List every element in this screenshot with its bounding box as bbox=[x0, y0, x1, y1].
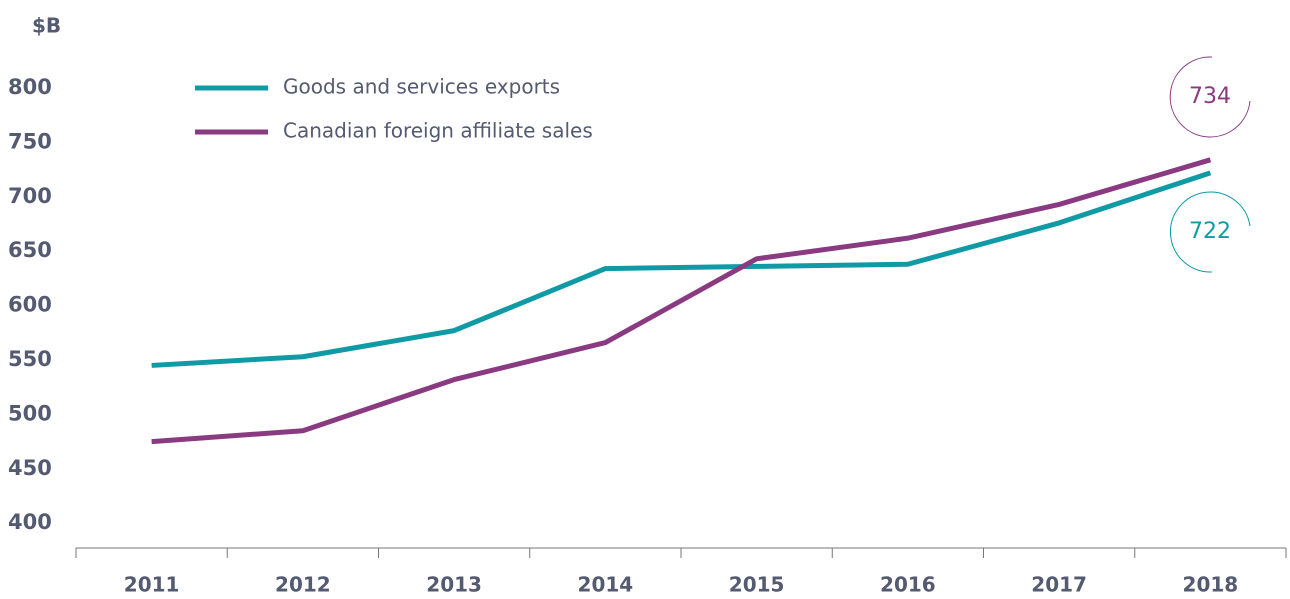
y-tick-label: 550 bbox=[8, 347, 52, 371]
series-line bbox=[151, 157, 1212, 445]
y-tick-label: 750 bbox=[8, 129, 52, 153]
y-axis-label: $B bbox=[32, 14, 61, 38]
x-tick-label: 2017 bbox=[1031, 573, 1087, 597]
y-tick-label: 800 bbox=[8, 75, 52, 99]
y-tick-label: 650 bbox=[8, 238, 52, 262]
legend-label: Canadian foreign affiliate sales bbox=[283, 119, 593, 143]
y-tick-label: 400 bbox=[8, 510, 52, 534]
x-tick-label: 2015 bbox=[729, 573, 785, 597]
y-tick-label: 700 bbox=[8, 184, 52, 208]
label-arc bbox=[1169, 191, 1251, 273]
x-tick-label: 2014 bbox=[578, 573, 634, 597]
x-tick-label: 2013 bbox=[426, 573, 482, 597]
y-tick-label: 450 bbox=[8, 456, 52, 480]
x-tick-label: 2012 bbox=[275, 573, 331, 597]
legend-label: Goods and services exports bbox=[283, 75, 560, 99]
series-line bbox=[151, 170, 1212, 368]
x-tick-label: 2016 bbox=[880, 573, 936, 597]
y-tick-label: 500 bbox=[8, 401, 52, 425]
value-label: 722 bbox=[1189, 219, 1231, 244]
x-tick-label: 2018 bbox=[1183, 573, 1239, 597]
y-tick-label: 600 bbox=[8, 293, 52, 317]
value-label: 734 bbox=[1189, 84, 1231, 109]
x-tick-label: 2011 bbox=[124, 573, 180, 597]
label-arc bbox=[1169, 56, 1251, 138]
